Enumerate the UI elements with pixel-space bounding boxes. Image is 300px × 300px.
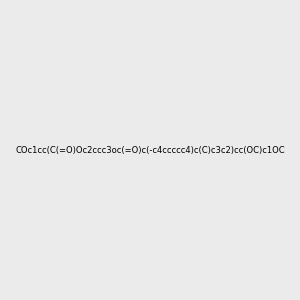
Text: COc1cc(C(=O)Oc2ccc3oc(=O)c(-c4ccccc4)c(C)c3c2)cc(OC)c1OC: COc1cc(C(=O)Oc2ccc3oc(=O)c(-c4ccccc4)c(C…: [15, 146, 285, 154]
